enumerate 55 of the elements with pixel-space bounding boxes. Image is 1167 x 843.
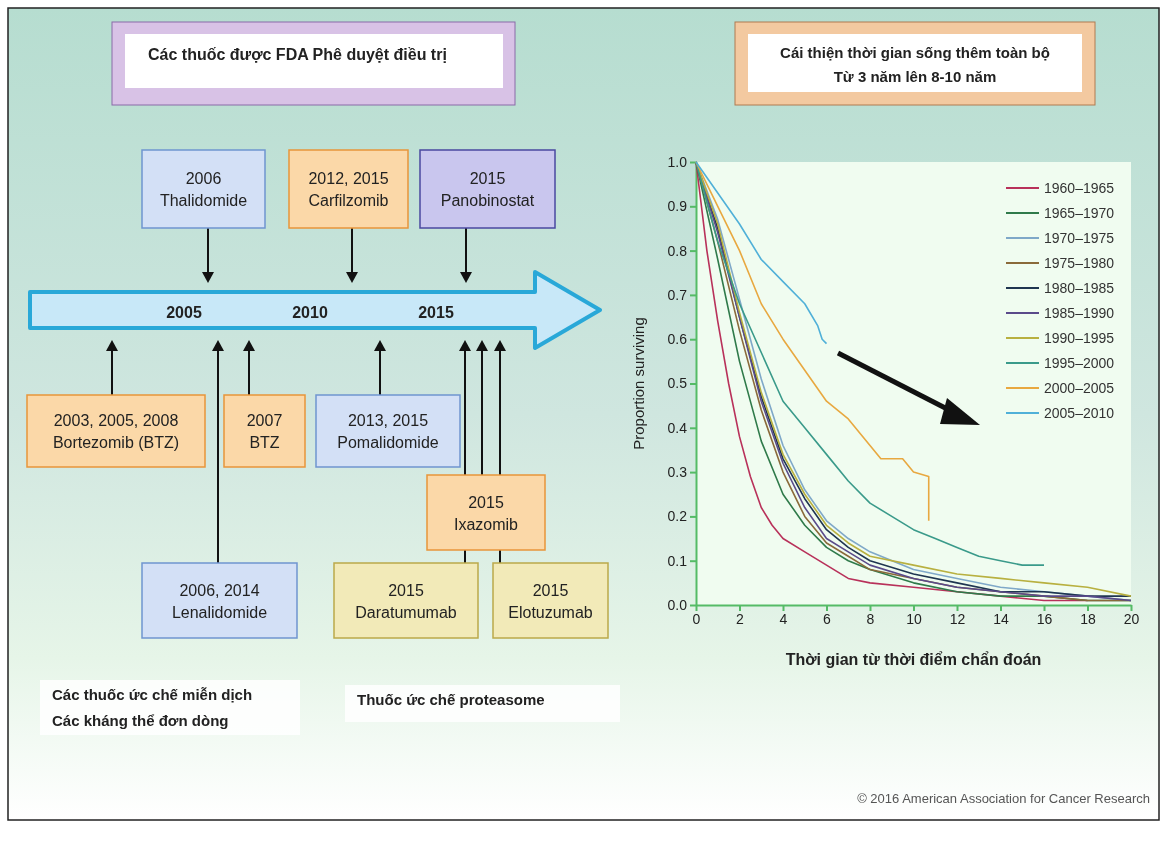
text: 2006 Thalidomide bbox=[159, 170, 248, 209]
legend-label: 1975–1980 bbox=[1044, 255, 1115, 271]
y-tick-label: 0.9 bbox=[667, 198, 688, 215]
y-tick-label: 0.0 bbox=[667, 596, 688, 613]
y-tick-label: 0.3 bbox=[667, 464, 688, 481]
y-tick-label: 0.8 bbox=[667, 242, 688, 259]
x-tick-label: 6 bbox=[823, 610, 832, 627]
legend-label: 2005–2010 bbox=[1044, 405, 1115, 421]
x-tick-label: 0 bbox=[692, 610, 701, 627]
text: 2015 Panobinostat bbox=[440, 170, 535, 209]
text: 2013, 2015 Pomalidomide bbox=[337, 412, 439, 451]
y-tick-label: 0.7 bbox=[667, 286, 688, 303]
chart-title: Cái thiện thời gian sống thêm toàn bộ bbox=[780, 44, 1050, 61]
x-tick-label: 10 bbox=[906, 610, 922, 627]
legend-label: 1995–2000 bbox=[1044, 355, 1115, 371]
text: 2003, 2005, 2008 Bortezomib (BTZ) bbox=[52, 412, 180, 451]
text: Các thuốc ức chế miễn dịch Các kháng thể đơn dòng bbox=[52, 686, 253, 729]
y-axis-title: Proportion surviving bbox=[630, 317, 647, 450]
x-tick-label: 2 bbox=[736, 610, 745, 627]
text: 2010 bbox=[292, 304, 328, 321]
y-tick-label: 0.2 bbox=[667, 508, 688, 525]
legend-label: 1970–1975 bbox=[1044, 230, 1115, 246]
legend-label: 2000–2005 bbox=[1044, 380, 1115, 396]
text: 2012, 2015 Carfilzomib bbox=[308, 170, 389, 209]
legend-label: 1965–1970 bbox=[1044, 205, 1115, 221]
text: 2007 BTZ bbox=[246, 412, 283, 451]
y-tick-label: 0.4 bbox=[667, 419, 688, 436]
text: 2015 Ixazomib bbox=[453, 493, 519, 533]
y-tick-label: 0.6 bbox=[667, 331, 688, 348]
legend-label: 1960–1965 bbox=[1044, 180, 1115, 196]
legend-label: 1980–1985 bbox=[1044, 280, 1115, 296]
text: 2015 Elotuzumab bbox=[508, 581, 593, 621]
x-tick-label: 12 bbox=[949, 610, 966, 627]
x-tick-label: 20 bbox=[1123, 610, 1140, 627]
legend-label: 1990–1995 bbox=[1044, 330, 1115, 346]
x-tick-label: 16 bbox=[1036, 610, 1053, 627]
legend-label: 1985–1990 bbox=[1044, 305, 1115, 321]
text: © 2016 American Association for Cancer Research bbox=[857, 791, 1150, 806]
text: 2015 Daratumumab bbox=[355, 581, 457, 621]
y-tick-label: 0.5 bbox=[667, 375, 688, 392]
text: 2005 bbox=[166, 304, 202, 321]
text: Thuốc ức chế proteasome bbox=[357, 691, 545, 708]
x-axis-title: Thời gian từ thời điểm chẩn đoán bbox=[785, 651, 1042, 668]
x-tick-label: 4 bbox=[779, 610, 788, 627]
y-tick-label: 1.0 bbox=[667, 153, 688, 170]
x-tick-label: 18 bbox=[1080, 610, 1096, 627]
text: 2006, 2014 Lenalidomide bbox=[171, 581, 268, 621]
x-tick-label: 14 bbox=[993, 610, 1009, 627]
x-tick-label: 8 bbox=[866, 610, 875, 627]
text: 2015 bbox=[418, 304, 454, 321]
line-series bbox=[695, 161, 828, 345]
text: Các thuốc được FDA Phê duyệt điều trị bbox=[148, 46, 447, 63]
y-tick-label: 0.1 bbox=[667, 552, 688, 569]
line-series bbox=[695, 161, 930, 522]
chart-subtitle: Từ 3 năm lên 8-10 năm bbox=[833, 68, 997, 85]
